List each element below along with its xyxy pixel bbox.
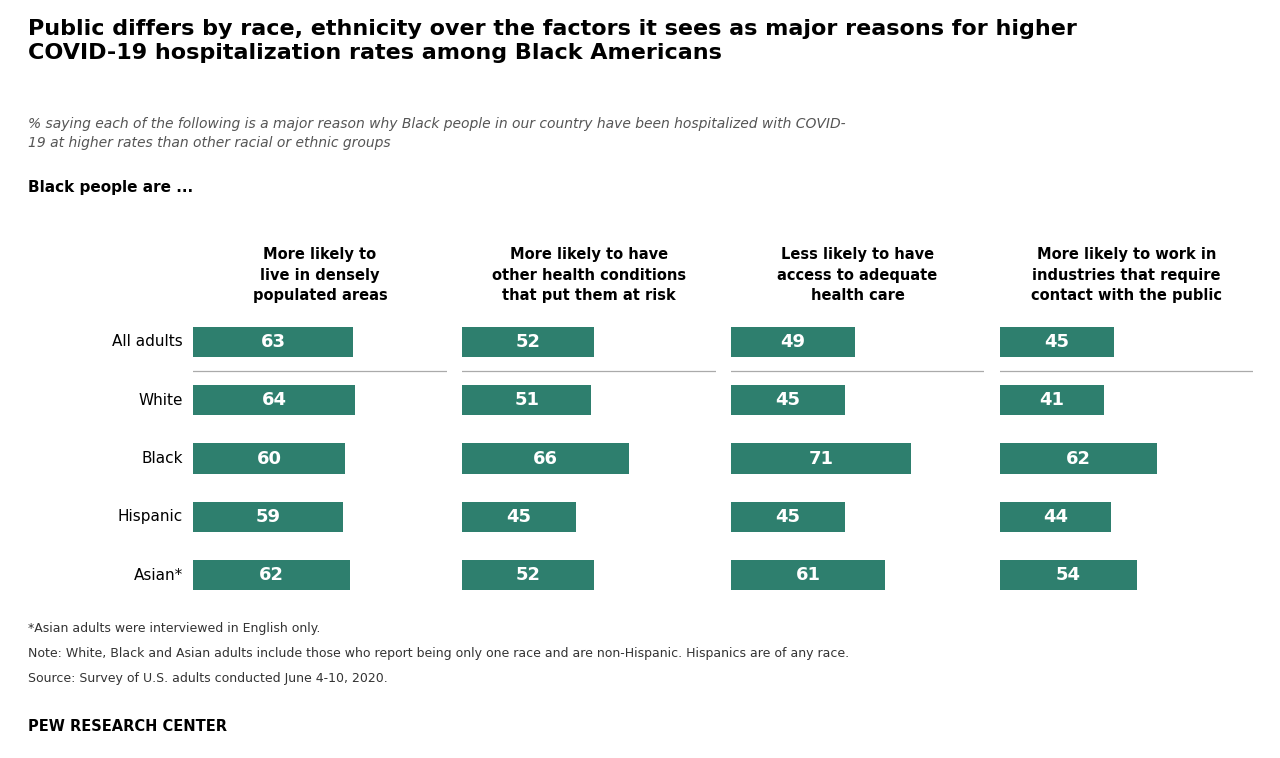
Text: Hispanic: Hispanic (118, 509, 183, 525)
Text: 63: 63 (261, 333, 285, 351)
Text: 52: 52 (516, 333, 540, 351)
Text: 44: 44 (1043, 508, 1068, 526)
Text: 52: 52 (516, 566, 540, 584)
Text: Asian*: Asian* (134, 568, 183, 583)
Bar (193, 443, 346, 474)
Text: 62: 62 (1066, 449, 1091, 468)
Text: 45: 45 (507, 508, 531, 526)
Text: Black people are ...: Black people are ... (28, 180, 193, 196)
Text: 59: 59 (256, 508, 280, 526)
Text: 45: 45 (776, 508, 800, 526)
Bar (193, 560, 351, 590)
Text: 61: 61 (796, 566, 820, 584)
Text: 62: 62 (260, 566, 284, 584)
Text: More likely to
live in densely
populated areas: More likely to live in densely populated… (252, 247, 388, 303)
Bar (731, 443, 911, 474)
Bar (731, 385, 845, 415)
Bar (462, 443, 630, 474)
Text: % saying each of the following is a major reason why Black people in our country: % saying each of the following is a majo… (28, 117, 846, 150)
Text: 45: 45 (776, 391, 800, 409)
Text: 60: 60 (257, 449, 282, 468)
Text: 64: 64 (262, 391, 287, 409)
Bar (462, 560, 594, 590)
Bar (193, 385, 356, 415)
Text: 66: 66 (534, 449, 558, 468)
Text: More likely to have
other health conditions
that put them at risk: More likely to have other health conditi… (492, 247, 686, 303)
Text: Source: Survey of U.S. adults conducted June 4-10, 2020.: Source: Survey of U.S. adults conducted … (28, 672, 388, 684)
Bar (1000, 502, 1111, 532)
Bar (193, 502, 343, 532)
Text: 49: 49 (781, 333, 805, 351)
Text: 51: 51 (515, 391, 539, 409)
Text: 45: 45 (1044, 333, 1069, 351)
Bar (1000, 327, 1114, 357)
Bar (1000, 560, 1137, 590)
Bar (462, 502, 576, 532)
Bar (731, 502, 845, 532)
Text: 54: 54 (1056, 566, 1080, 584)
Text: PEW RESEARCH CENTER: PEW RESEARCH CENTER (28, 719, 227, 734)
Text: Public differs by race, ethnicity over the factors it sees as major reasons for : Public differs by race, ethnicity over t… (28, 19, 1076, 63)
Bar (462, 327, 594, 357)
Text: 41: 41 (1039, 391, 1064, 409)
Text: All adults: All adults (113, 334, 183, 349)
Text: Black: Black (142, 451, 183, 466)
Text: White: White (138, 393, 183, 408)
Bar (1000, 443, 1157, 474)
Text: Less likely to have
access to adequate
health care: Less likely to have access to adequate h… (777, 247, 938, 303)
Bar (1000, 385, 1103, 415)
Text: *Asian adults were interviewed in English only.: *Asian adults were interviewed in Englis… (28, 622, 320, 634)
Text: 71: 71 (809, 449, 833, 468)
Bar (462, 385, 591, 415)
Bar (731, 327, 855, 357)
Text: Note: White, Black and Asian adults include those who report being only one race: Note: White, Black and Asian adults incl… (28, 647, 850, 659)
Bar (731, 560, 886, 590)
Text: More likely to work in
industries that require
contact with the public: More likely to work in industries that r… (1030, 247, 1222, 303)
Bar (193, 327, 353, 357)
